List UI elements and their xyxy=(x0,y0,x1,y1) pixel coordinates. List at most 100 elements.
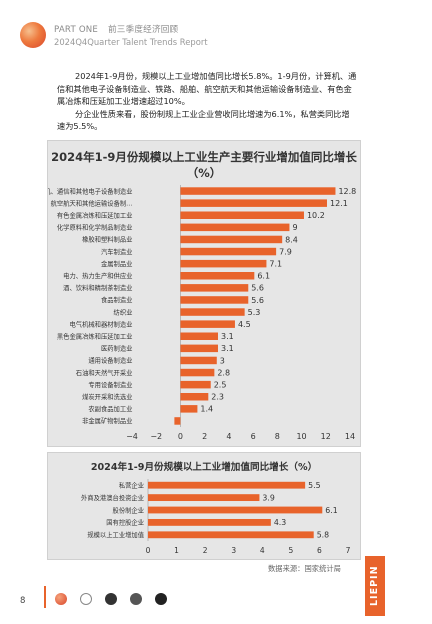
header-part-line: PART ONE 前三季度经济回顾 xyxy=(54,23,178,35)
header-section: 前三季度经济回顾 xyxy=(108,25,179,35)
chart2-tick-label: 2 xyxy=(203,546,208,555)
brand-tab: LIEPIN xyxy=(365,556,385,616)
chart1-category-label: 计算机、通信和其他电子设备制造业 xyxy=(48,186,132,195)
chart1-value-label: 2.8 xyxy=(217,368,230,377)
chart1-category-label: 金属制品业 xyxy=(101,259,132,268)
chart1-bar xyxy=(180,320,235,328)
chart1-bar xyxy=(180,223,290,232)
chart1-bar xyxy=(180,259,267,268)
chart1-bar xyxy=(180,235,283,244)
chart1-value-label: 8.4 xyxy=(285,235,298,244)
chart1-bar xyxy=(180,356,217,365)
chart1-bar xyxy=(180,332,218,341)
industry-growth-chart: 2024年1-9月份规模以上工业生产主要行业增加值同比增长（%） 计算机、通信和… xyxy=(13,140,361,447)
enterprise-growth-chart: 2024年1-9月份规模以上工业增加值同比增长（%） 私营企业 5.5 外商及港澳台… xyxy=(47,452,361,560)
chart1-category-label: 汽车制造业 xyxy=(101,247,132,256)
chart1-bar xyxy=(180,392,209,401)
chart1-category-label: 食品制造业 xyxy=(101,295,132,304)
color-circle-icon xyxy=(55,592,67,605)
chart1-value-label: 5.6 xyxy=(251,284,264,293)
page-number: 8 xyxy=(20,596,26,606)
chart1-category-label: 有色金属冶炼和压延加工业 xyxy=(57,211,133,220)
chart1-tick-label: −2 xyxy=(150,432,162,441)
chart1-bar xyxy=(180,368,215,377)
chart2-title: 2024年1-9月份规模以上工业增加值同比增长（%） xyxy=(90,462,318,473)
chart1-value-label: 7.1 xyxy=(269,260,282,269)
intro-text: 2024年1-9月份，规模以上工业增加值同比增长5.8%。1-9月份，计算机、通… xyxy=(57,70,357,133)
chart1-category-label: 黑色金属冶炼和压延加工业 xyxy=(57,332,133,341)
chart1-value-label: 2.5 xyxy=(214,381,227,390)
chart2-value-label: 6.1 xyxy=(325,506,337,515)
intro-paragraph-2: 分企业性质来看，股份制规上工业企业营收同比增速为6.1%，私营类同比增速为5.5… xyxy=(57,108,350,132)
chart1-title: 2024年1-9月份规模以上工业生产主要行业增加值同比增长（%） xyxy=(51,150,357,180)
chart2-value-label: 4.3 xyxy=(274,518,286,527)
chart2-bar xyxy=(148,494,260,502)
chart2-bar xyxy=(148,531,314,539)
chart2-value-label: 5.8 xyxy=(317,531,329,540)
chart1-category-label: 煤炭开采和洗选业 xyxy=(82,392,132,401)
gray-circle-icon xyxy=(130,592,143,605)
chart1-category-label: 纺织业 xyxy=(114,307,133,316)
footer-icons xyxy=(55,588,175,607)
chart1-category-label: 专用设备制造业 xyxy=(88,380,132,389)
chart1-category-label: 石油和天然气开采业 xyxy=(76,368,133,377)
chart1-category-label: 农副食品加工业 xyxy=(88,404,132,413)
chart1-tick-label: 2 xyxy=(202,432,207,441)
chart1-category-label: 非金属矿物制品业 xyxy=(82,416,132,425)
chart1-bar xyxy=(180,247,277,256)
chart2-category-label: 股份制企业 xyxy=(113,505,144,514)
chart1-value-label: 3.1 xyxy=(221,332,234,341)
chart1-tick-label: 6 xyxy=(251,432,256,441)
chart2-value-label: 3.9 xyxy=(262,493,274,502)
chart2-category-label: 外商及港澳台投资企业 xyxy=(81,493,144,502)
chart1-value-label: 7.9 xyxy=(279,247,292,256)
chart1-value-label: 3.1 xyxy=(221,344,234,353)
chart2-bar xyxy=(148,518,271,526)
chart1-value-label: 1.4 xyxy=(200,405,213,414)
chart1-bar xyxy=(180,284,249,292)
chart1-value-label: 5.6 xyxy=(251,296,264,305)
chart2-tick-label: 5 xyxy=(288,546,293,555)
header-subtitle: 2024Q4Quarter Talent Trends Report xyxy=(54,37,208,47)
chart1-bar xyxy=(180,380,211,389)
chart1-bar xyxy=(180,405,198,413)
chart1-value-label: 6.1 xyxy=(257,272,270,281)
chart1-value-label: 4.5 xyxy=(238,320,251,329)
chart2-tick-label: 4 xyxy=(260,546,265,555)
chart1-tick-label: 14 xyxy=(345,432,355,441)
chart1-value-label: 12.1 xyxy=(330,199,348,208)
chart1-value-label: 10.2 xyxy=(307,211,325,220)
chart2-plot: 私营企业 5.5 外商及港澳台投资企业 3.9 股份制企业 6.1 国有控股企业 4.3 规模以… xyxy=(81,479,351,555)
chart1-tick-label: 12 xyxy=(321,432,331,441)
chart1-plot: 计算机、通信和其他电子设备制造业 12.8 铁路、船舶、航空航天和其他运输设备制… 1… xyxy=(13,185,356,441)
chart1-value-label: 3 xyxy=(220,356,225,365)
chart1-bar xyxy=(174,417,181,425)
dark-circle-icon xyxy=(105,592,118,605)
chart1-bar xyxy=(180,344,218,353)
chart1-value-label: 2.3 xyxy=(211,393,224,402)
chart1-tick-label: 4 xyxy=(226,432,231,441)
chart2-category-label: 国有控股企业 xyxy=(106,518,144,527)
chart1-category-label: 电力、热力生产和供应业 xyxy=(63,271,132,280)
chart1-bar xyxy=(180,296,249,304)
chart1-category-label: 化学原料和化学制品制造业 xyxy=(57,223,133,232)
chart2-tick-label: 0 xyxy=(146,546,151,555)
chart1-bar xyxy=(180,187,336,195)
chart1-tick-label: −4 xyxy=(126,432,138,441)
chart1-tick-label: 10 xyxy=(296,432,306,441)
chart1-category-label: 橡胶和塑料制品业 xyxy=(82,235,132,244)
outline-circle-icon xyxy=(80,592,93,605)
chart2-bar xyxy=(148,481,306,489)
chart1-category-label: 铁路、船舶、航空航天和其他运输设备制… xyxy=(48,198,132,207)
chart1-bar xyxy=(180,271,255,280)
chart2-tick-label: 6 xyxy=(317,546,322,555)
chart2-category-label: 规模以上工业增加值 xyxy=(87,530,144,539)
chart1-value-label: 9 xyxy=(292,223,297,232)
report-logo xyxy=(20,22,46,48)
chart2-category-label: 私营企业 xyxy=(119,480,144,489)
data-source: 数据来源：国家统计局 xyxy=(268,564,341,573)
chart1-value-label: 12.8 xyxy=(338,187,356,196)
chart1-bar xyxy=(180,199,327,207)
chart1-category-label: 通用设备制造业 xyxy=(88,356,132,365)
chart2-tick-label: 3 xyxy=(231,546,236,555)
